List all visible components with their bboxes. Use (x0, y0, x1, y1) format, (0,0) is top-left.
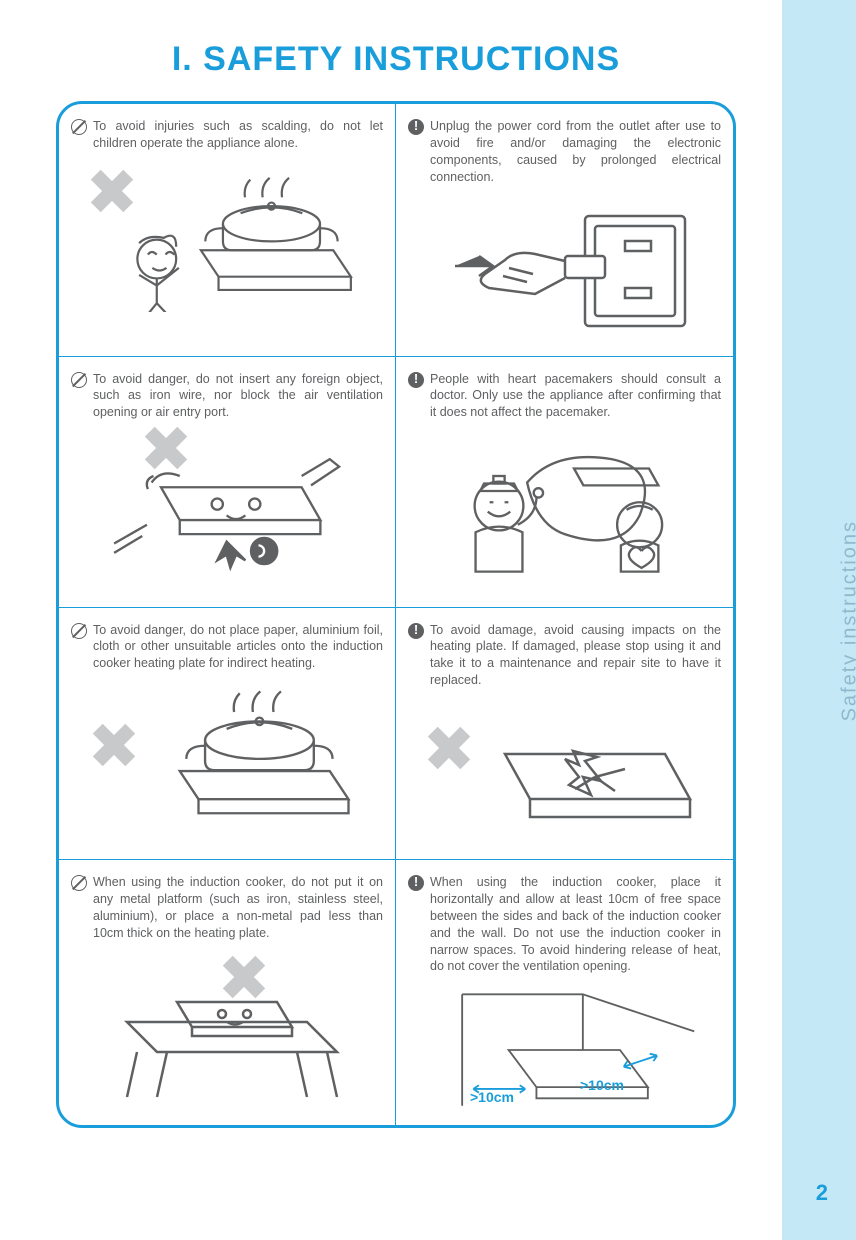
illustration-cracked (408, 699, 721, 849)
svg-doctor (424, 431, 705, 581)
grid-cell: When using the induction cooker, do not … (59, 860, 396, 1125)
side-tab: Safety instructions 2 (782, 0, 856, 1240)
cell-text: To avoid danger, do not insert any forei… (93, 371, 383, 422)
x-mark-icon (91, 722, 137, 768)
cell-header: People with heart pacemakers should cons… (408, 371, 721, 422)
cell-text: To avoid danger, do not place paper, alu… (93, 622, 383, 673)
cell-header: Unplug the power cord from the outlet af… (408, 118, 721, 186)
grid-row: When using the induction cooker, do not … (59, 860, 733, 1125)
cell-header: To avoid damage, avoid causing impacts o… (408, 622, 721, 690)
distance-label: >10cm (580, 1077, 624, 1093)
cell-text: When using the induction cooker, do not … (93, 874, 383, 942)
page-number: 2 (816, 1180, 828, 1206)
illustration-doctor (408, 431, 721, 581)
illustration-clearance: >10cm >10cm (408, 985, 721, 1115)
svg-cracked (415, 699, 715, 849)
prohibit-icon (71, 875, 87, 891)
grid-cell: To avoid danger, do not insert any forei… (59, 357, 396, 607)
cell-header: When using the induction cooker, place i… (408, 874, 721, 975)
illustration-metal-table (71, 952, 383, 1102)
caution-icon (408, 623, 424, 639)
cell-header: When using the induction cooker, do not … (71, 874, 383, 942)
grid-row: To avoid danger, do not insert any forei… (59, 357, 733, 608)
grid-row: To avoid danger, do not place paper, alu… (59, 608, 733, 861)
cell-text: To avoid injuries such as scalding, do n… (93, 118, 383, 152)
grid-cell: To avoid damage, avoid causing impacts o… (396, 608, 733, 860)
side-tab-label: Safety instructions (838, 520, 856, 721)
caution-icon (408, 372, 424, 388)
cell-text: When using the induction cooker, place i… (430, 874, 721, 975)
page-title: I. SAFETY INSTRUCTIONS (50, 40, 742, 79)
x-mark-icon (221, 954, 267, 1000)
caution-icon (408, 119, 424, 135)
x-mark-icon (89, 168, 135, 214)
x-mark-icon (143, 425, 189, 471)
prohibit-icon (71, 372, 87, 388)
page-content: I. SAFETY INSTRUCTIONS To avoid injuries… (0, 0, 782, 1240)
illustration-foil (71, 682, 383, 832)
illustration-unplug (408, 196, 721, 346)
svg-unplug (415, 196, 715, 346)
prohibit-icon (71, 119, 87, 135)
grid-cell: To avoid injuries such as scalding, do n… (59, 104, 396, 356)
x-mark-icon (426, 725, 472, 771)
cell-header: To avoid danger, do not insert any forei… (71, 371, 383, 422)
svg-block-vent (86, 431, 367, 581)
grid-row: To avoid injuries such as scalding, do n… (59, 104, 733, 357)
prohibit-icon (71, 623, 87, 639)
cell-text: People with heart pacemakers should cons… (430, 371, 721, 422)
grid-cell: To avoid danger, do not place paper, alu… (59, 608, 396, 860)
caution-icon (408, 875, 424, 891)
illustration-child-cooker (71, 162, 383, 312)
grid-cell: People with heart pacemakers should cons… (396, 357, 733, 607)
svg-clearance (425, 985, 704, 1115)
cell-text: Unplug the power cord from the outlet af… (430, 118, 721, 186)
distance-label: >10cm (470, 1089, 514, 1105)
grid-cell: Unplug the power cord from the outlet af… (396, 104, 733, 356)
instruction-grid: To avoid injuries such as scalding, do n… (56, 101, 736, 1128)
cell-header: To avoid injuries such as scalding, do n… (71, 118, 383, 152)
illustration-block-vent (71, 431, 383, 581)
cell-text: To avoid damage, avoid causing impacts o… (430, 622, 721, 690)
grid-cell: When using the induction cooker, place i… (396, 860, 733, 1125)
cell-header: To avoid danger, do not place paper, alu… (71, 622, 383, 673)
